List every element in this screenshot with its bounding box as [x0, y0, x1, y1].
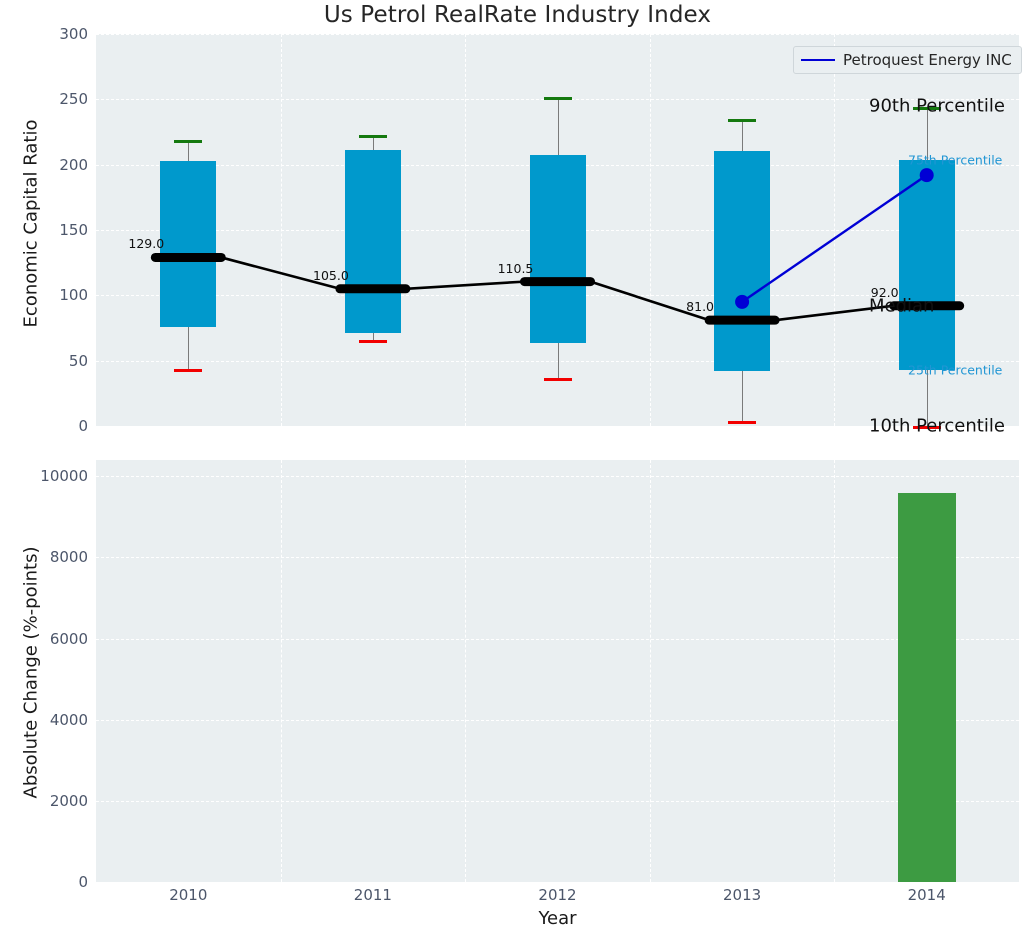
grid-line — [96, 800, 1019, 802]
y-axis-tick-label: 100 — [59, 286, 88, 305]
grid-line — [96, 557, 1019, 559]
x-axis-tick-label-2013: 2013 — [723, 886, 762, 904]
grid-line — [96, 719, 1019, 721]
y-axis-tick-label: 200 — [59, 155, 88, 174]
grid-line-vertical — [834, 460, 836, 882]
y-axis-tick-label: 6000 — [49, 629, 88, 648]
y-axis-tick-label: 150 — [59, 221, 88, 239]
y-axis-tick-label: 10000 — [40, 467, 88, 486]
grid-line-vertical — [465, 460, 467, 882]
y-axis-tick-label: 4000 — [49, 710, 88, 729]
box-2011 — [344, 150, 401, 333]
whisker-cap-high — [174, 140, 203, 144]
grid-line-vertical — [649, 460, 651, 882]
chart-title: Us Petrol RealRate Industry Index — [323, 2, 712, 28]
box-2010 — [160, 161, 217, 328]
y-axis-label-top: Economic Capital Ratio — [20, 119, 42, 328]
grid-line-vertical — [280, 460, 282, 882]
median-label-2011: 105.0 — [312, 267, 349, 283]
annotation-25th-percentile: 25th Percentile — [908, 362, 1003, 378]
grid-line — [96, 476, 1019, 478]
change-bar-2014 — [897, 492, 956, 882]
grid-line — [96, 638, 1019, 640]
whisker-cap-high — [728, 118, 757, 122]
grid-line-vertical — [280, 34, 282, 426]
whisker-cap-high — [543, 96, 572, 100]
whisker-cap-low — [543, 377, 572, 381]
y-axis-tick-label: 300 — [59, 25, 88, 43]
grid-line — [96, 426, 1019, 427]
annotation-90th-percentile: 90th Percentile — [869, 95, 1005, 117]
whisker-cap-low — [358, 340, 387, 344]
x-axis-tick-label-2012: 2012 — [538, 886, 577, 904]
plot-area-absolute-change — [96, 460, 1019, 883]
median-label-2010: 129.0 — [128, 236, 165, 252]
whisker-cap-low — [728, 420, 757, 424]
x-axis-tick-label-2014: 2014 — [907, 886, 946, 904]
x-axis-tick-label-2011: 2011 — [353, 886, 392, 904]
grid-line-vertical — [465, 34, 467, 426]
y-axis-tick-label: 250 — [59, 90, 88, 109]
legend-line-icon — [801, 59, 835, 61]
box-2013 — [714, 150, 771, 372]
whisker-cap-high — [912, 106, 941, 110]
grid-line-vertical — [649, 34, 651, 426]
x-axis-label: Year — [538, 908, 577, 929]
box-2012 — [529, 154, 586, 344]
whisker-cap-high — [358, 135, 387, 139]
whisker-cap-low — [174, 369, 203, 373]
annotation-10th-percentile: 10th Percentile — [869, 415, 1005, 437]
grid-line — [96, 34, 1019, 35]
chart-legend[interactable]: Petroquest Energy INC — [793, 46, 1022, 74]
grid-line — [96, 882, 1019, 883]
x-axis-tick-label-2010: 2010 — [169, 886, 208, 904]
median-label-2013: 81.0 — [686, 299, 715, 315]
y-axis-tick-label: 0 — [78, 873, 88, 891]
annotation-median: Median — [869, 295, 935, 317]
grid-line-vertical — [834, 34, 836, 426]
y-axis-tick-label: 0 — [78, 417, 88, 435]
median-label-2012: 110.5 — [497, 260, 534, 276]
y-axis-tick-label: 2000 — [49, 791, 88, 810]
legend-entry-label: Petroquest Energy INC — [843, 51, 1012, 69]
whisker-cap-low — [912, 426, 941, 429]
y-axis-tick-label: 8000 — [49, 548, 88, 567]
y-axis-tick-label: 50 — [68, 351, 88, 370]
box-2014 — [898, 160, 955, 371]
annotation-75th-percentile: 75th Percentile — [908, 152, 1003, 168]
y-axis-label-bottom: Absolute Change (%-points) — [20, 546, 42, 799]
